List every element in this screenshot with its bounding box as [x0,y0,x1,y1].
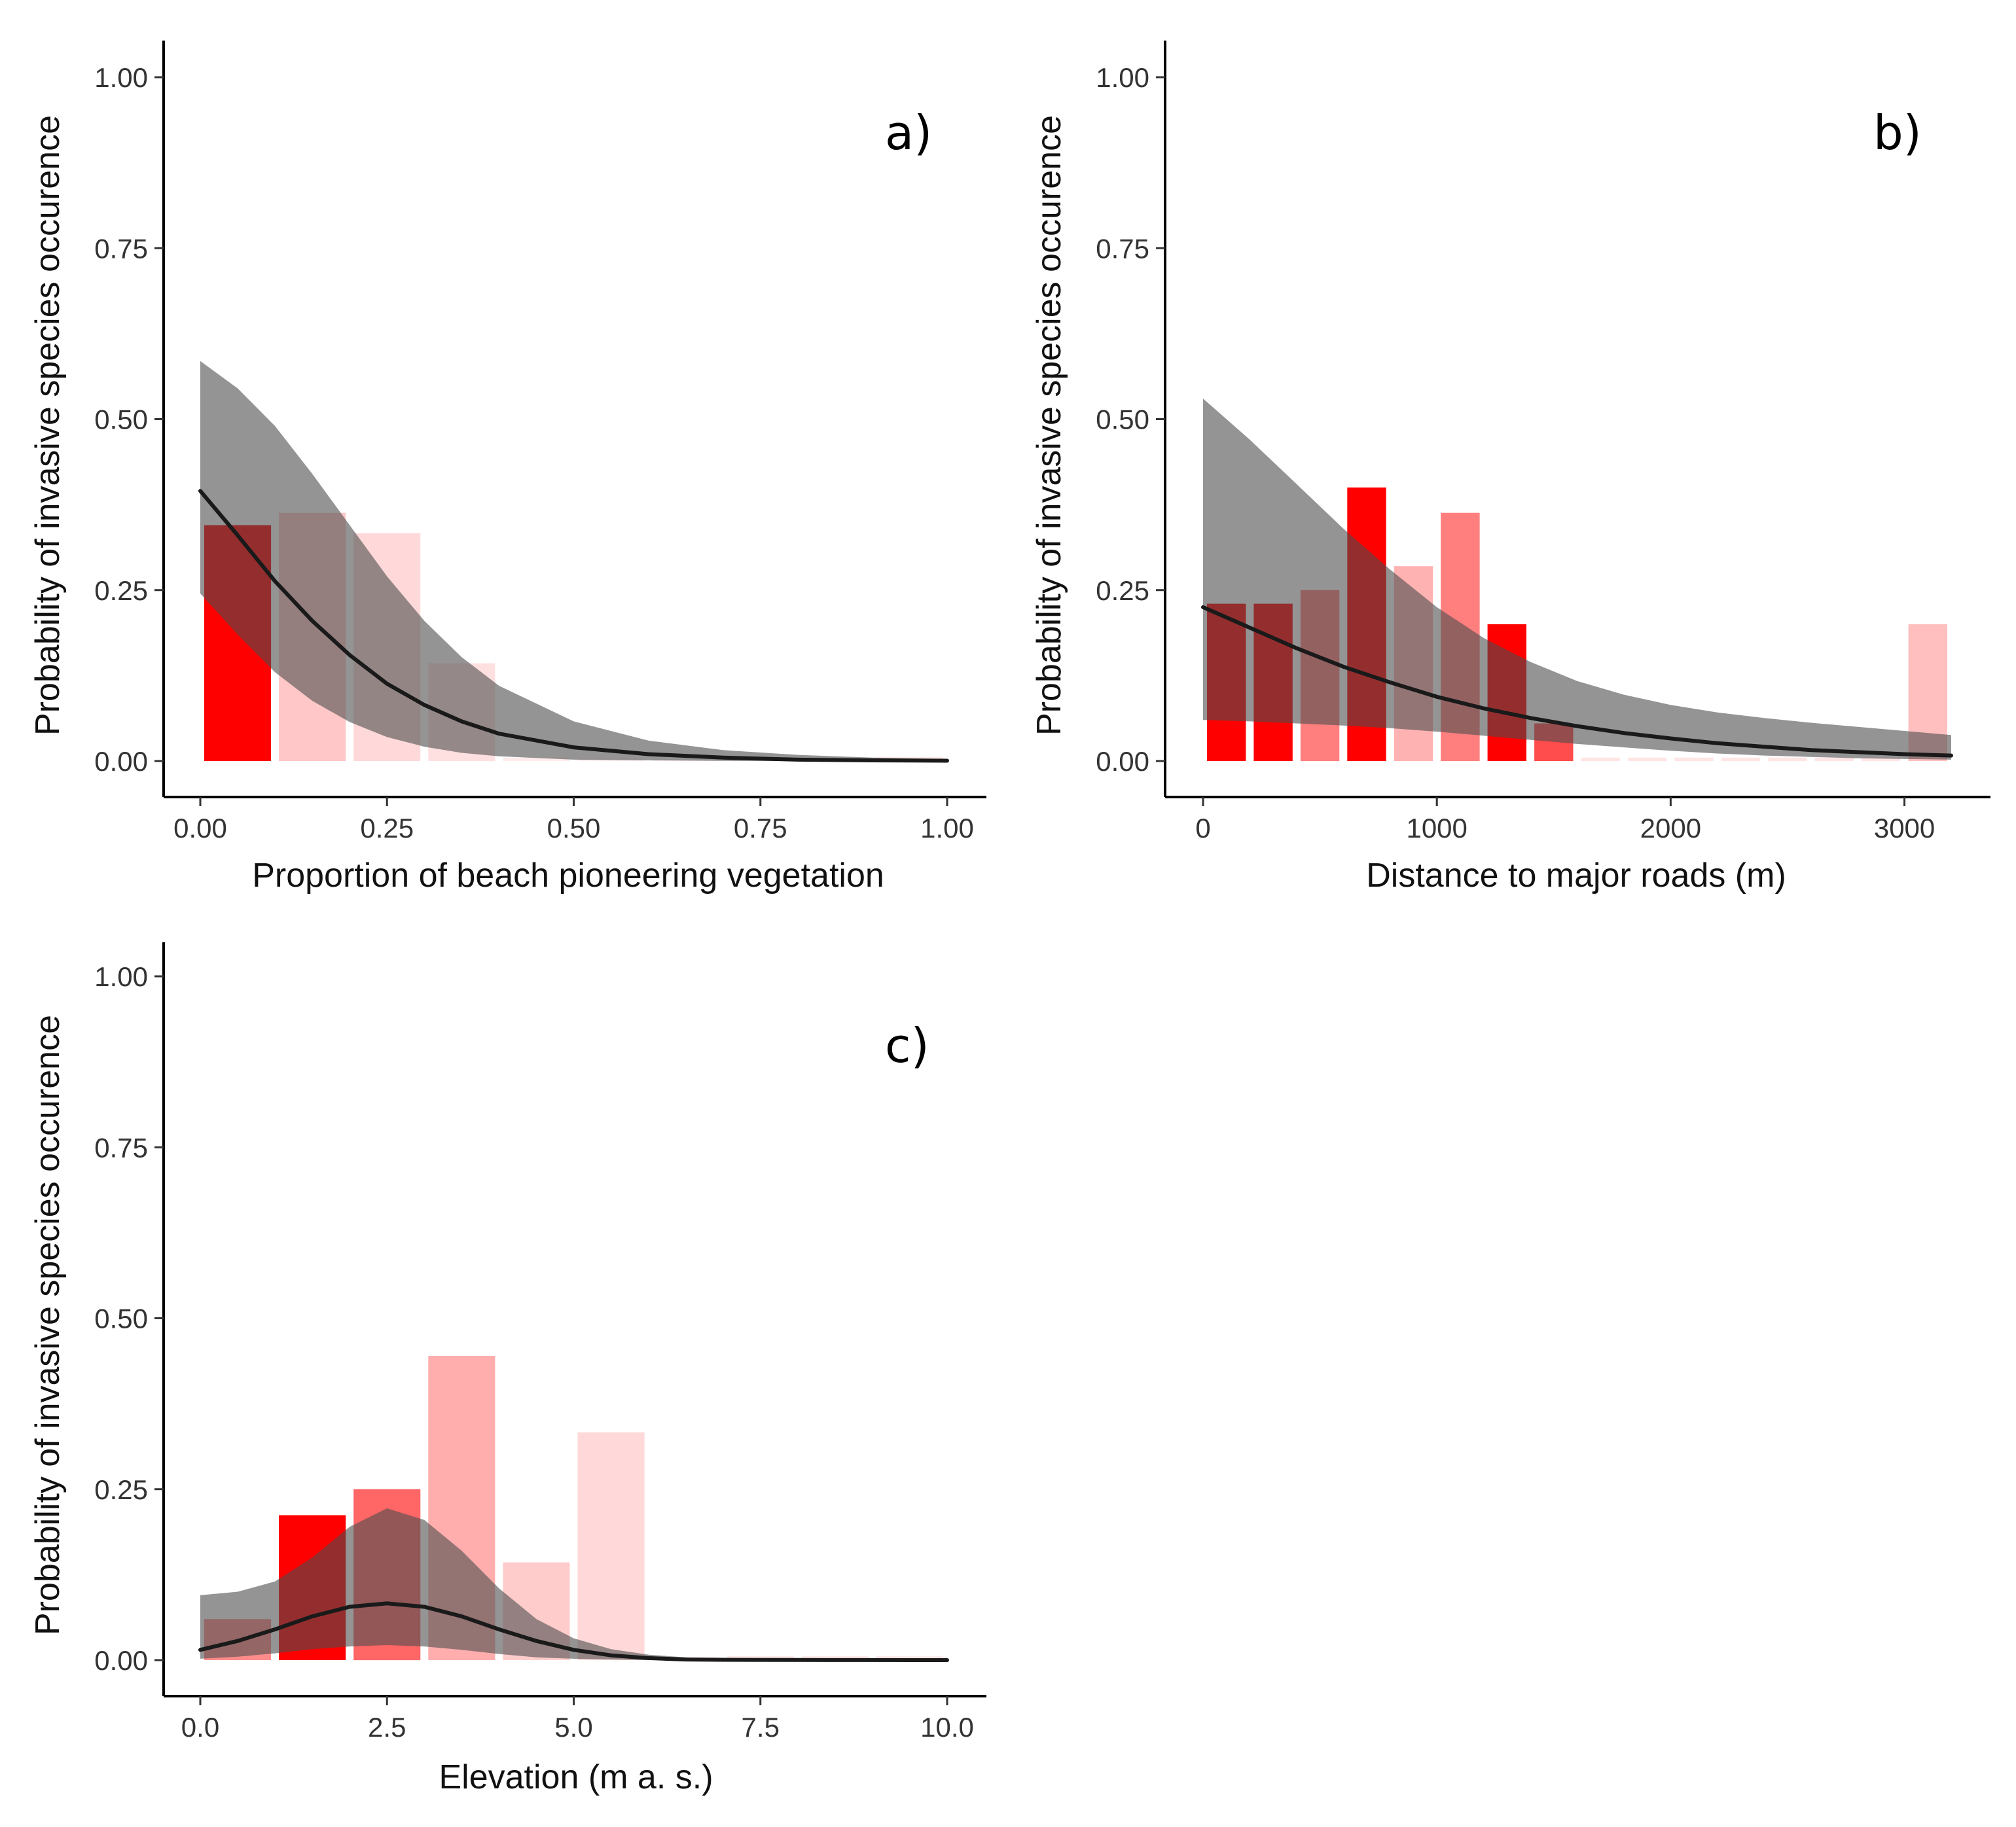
panel-b-ylabel: Probability of invasive species occurenc… [1030,115,1068,736]
y-tick-label: 0.75 [94,233,148,264]
y-tick-label: 0.25 [94,575,148,606]
x-tick-label: 0.50 [547,813,601,843]
bar [1768,757,1807,761]
y-tick-label: 0.50 [94,1304,148,1334]
bar [1721,757,1761,761]
y-tick-label: 0.75 [1096,233,1149,264]
bar [1674,757,1714,761]
bar [1581,757,1620,761]
y-tick-label: 0.75 [94,1132,148,1163]
panel-c-label: c) [885,1018,929,1073]
x-tick-label: 3000 [1874,813,1935,843]
bar [1862,757,1901,761]
x-tick-label: 7.5 [742,1712,780,1743]
x-tick-label: 2.5 [368,1712,406,1743]
fit-line [1201,605,1953,758]
panel-a-ylabel: Probability of invasive species occurenc… [29,115,67,736]
x-tick-label: 0.00 [173,813,227,843]
y-tick-label: 1.00 [94,62,148,93]
panel-b: 0.00 0.25 0.50 0.75 1.00 0 1000 2000 3000 Probab… [1030,41,1990,895]
y-tick-label: 0.25 [94,1474,148,1505]
x-tick-label: 5.0 [554,1712,592,1743]
y-tick-label: 0.00 [94,746,148,777]
confidence-ribbon [200,361,947,761]
y-tick-label: 0.50 [1096,404,1149,435]
x-tick-label: 0.75 [734,813,787,843]
panel-c-ylabel: Probability of invasive species occurenc… [29,1015,67,1635]
y-tick-label: 0.50 [94,404,148,435]
x-tick-label: 0.0 [181,1712,219,1743]
confidence-ribbon [1203,399,1951,760]
x-tick-label: 1000 [1406,813,1467,843]
fit-line [198,489,949,763]
x-tick-label: 10.0 [920,1712,974,1743]
bar [503,757,570,761]
panel-a-label: a) [885,105,932,160]
panel-b-xlabel: Distance to major roads (m) [1366,857,1786,895]
panel-c: 0.00 0.25 0.50 0.75 1.00 0.0 2.5 5.0 7.5 10.0 Pro… [29,942,986,1796]
panel-a: 0.00 0.25 0.50 0.75 1.00 0.00 0.25 0.50 0.75 1.00… [29,41,986,895]
bar [577,1432,645,1660]
bar [1814,757,1854,761]
confidence-ribbon [200,1508,947,1660]
y-tick-label: 0.25 [1096,575,1149,606]
panel-a-xlabel: Proportion of beach pioneering vegetatio… [252,857,884,895]
fit-line [198,1601,949,1662]
bar [1627,757,1667,761]
panel-b-label: b) [1873,105,1922,160]
panel-c-xlabel: Elevation (m a. s.) [439,1758,713,1796]
y-tick-label: 0.00 [1096,746,1149,777]
y-tick-label: 0.00 [94,1645,148,1676]
x-tick-label: 0 [1195,813,1210,843]
bar [876,1656,943,1660]
y-tick-label: 1.00 [94,961,148,992]
x-tick-label: 0.25 [360,813,414,843]
y-tick-label: 1.00 [1096,62,1149,93]
x-tick-label: 1.00 [920,813,974,843]
x-tick-label: 2000 [1640,813,1701,843]
